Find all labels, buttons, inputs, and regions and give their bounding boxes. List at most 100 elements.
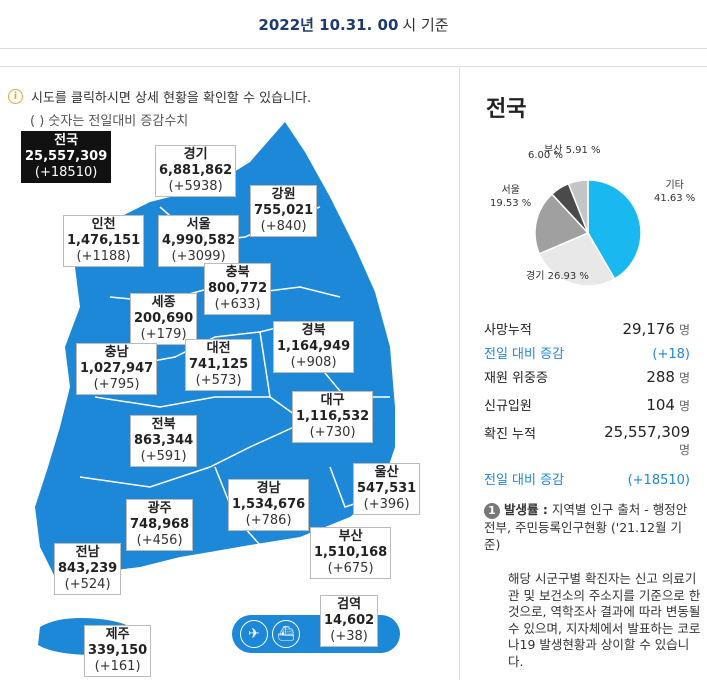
region-value: 4,990,582 (162, 233, 236, 248)
region-name: 인천 (91, 217, 116, 232)
stat-confirmed: 확진 누적 25,557,309 명 (484, 423, 690, 457)
region-value: 339,150 (88, 643, 148, 658)
diff-note: ( ) 숫자는 전일대비 증감수치 (30, 114, 189, 129)
region-name: 전국 (54, 133, 79, 148)
region-diff: (+573) (195, 373, 242, 388)
pie-slice-other (567, 179, 589, 234)
region-name: 대구 (320, 393, 345, 408)
region-name: 대전 (206, 341, 231, 356)
region-diff: (+795) (93, 377, 140, 392)
region-value: 800,772 (208, 281, 268, 296)
footnote-number: 1 (484, 503, 500, 519)
region-name: 경남 (256, 481, 281, 496)
region-diff: (+396) (363, 497, 410, 512)
region-gyeongbuk[interactable]: 경북 1,164,949 (+908) (273, 321, 355, 373)
region-quarantine[interactable]: 검역 14,602 (+38) (320, 595, 379, 647)
region-ulsan[interactable]: 울산 547,531 (+396) (353, 463, 421, 515)
region-value: 6,881,862 (159, 163, 233, 178)
stat-admitted: 신규입원 104 명 (484, 396, 690, 414)
region-value: 1,534,676 (232, 497, 306, 512)
map-panel: i 시도를 클릭하시면 상세 현황을 확인할 수 있습니다. ( ) 숫자는 전일… (0, 66, 458, 680)
stat-deaths: 사망누적 29,176 명 (484, 320, 690, 338)
region-nation[interactable]: 전국 25,557,309 (+18510) (21, 131, 112, 183)
region-daejeon[interactable]: 대전 741,125 (+573) (185, 339, 253, 391)
panel-title: 전국 (486, 97, 527, 122)
footnote-text: 지역별 인구 출처 - 행정안전부, 주민등록인구현황 ('21.12월 기준) (484, 502, 688, 552)
region-name: 전북 (151, 417, 176, 432)
region-diff: (+161) (94, 659, 141, 674)
click-notice: i 시도를 클릭하시면 상세 현황을 확인할 수 있습니다. (8, 87, 311, 106)
pie-slice-gitan (587, 179, 642, 280)
region-diff: (+633) (214, 297, 261, 312)
pie-slice-seoul (534, 193, 590, 255)
region-chungbuk[interactable]: 충북 800,772 (+633) (204, 263, 272, 315)
region-value: 1,510,168 (314, 545, 388, 560)
pie-label-other: 6.00 % (528, 150, 563, 161)
region-gyeonggi[interactable]: 경기 6,881,862 (+5938) (155, 145, 237, 197)
region-jeju[interactable]: 제주 339,150 (+161) (84, 625, 152, 677)
pie-label-gyeonggi: 경기 26.93 % (526, 271, 589, 282)
pie-label-busan: 부산 5.91 % (544, 145, 601, 156)
region-value: 741,125 (189, 357, 249, 372)
airplane-icon: ✈ (240, 620, 268, 648)
date-suffix: 시 기준 (402, 15, 449, 34)
region-name: 광주 (147, 501, 172, 516)
region-incheon[interactable]: 인천 1,476,151 (+1188) (63, 215, 145, 267)
date-header: 2022년 10.31. 00 시 기준 (0, 0, 707, 49)
ship-icon: ⛴ (272, 620, 300, 648)
region-name: 부산 (338, 529, 363, 544)
region-value: 14,602 (324, 613, 375, 628)
region-name: 전남 (75, 545, 100, 560)
region-jeonnam[interactable]: 전남 843,239 (+524) (54, 543, 122, 595)
region-diff: (+38) (330, 629, 368, 644)
region-name: 경기 (183, 147, 208, 162)
region-diff: (+524) (64, 577, 111, 592)
stat-confirmed-diff: 전일 대비 증감 (+18510) (484, 473, 690, 488)
region-gangwon[interactable]: 강원 755,021 (+840) (250, 185, 318, 237)
stat-deaths-diff: 전일 대비 증감 (+18) (484, 347, 690, 362)
region-name: 제주 (105, 627, 130, 642)
region-value: 25,557,309 (25, 149, 108, 164)
summary-panel: 전국 기타 41.63 % 경기 26.93 % 서울 19.53 % 부산 5.9… (459, 66, 707, 680)
region-gyeongnam[interactable]: 경남 1,534,676 (+786) (228, 479, 310, 531)
region-value: 1,116,532 (296, 409, 370, 424)
stat-critical: 재원 위중증 288 명 (484, 368, 690, 386)
region-value: 1,476,151 (67, 233, 141, 248)
region-name: 강원 (271, 187, 296, 202)
region-name: 서울 (186, 217, 211, 232)
region-diff: (+591) (140, 449, 187, 464)
region-jeonbuk[interactable]: 전북 863,344 (+591) (130, 415, 198, 467)
region-diff: (+456) (136, 533, 183, 548)
region-value: 1,027,947 (80, 361, 154, 376)
region-value: 863,344 (134, 433, 194, 448)
region-chungnam[interactable]: 충남 1,027,947 (+795) (76, 343, 158, 395)
region-diff: (+179) (140, 327, 187, 342)
region-diff: (+1188) (76, 249, 131, 264)
region-daegu[interactable]: 대구 1,116,532 (+730) (292, 391, 374, 443)
region-value: 1,164,949 (277, 339, 351, 354)
region-name: 울산 (374, 465, 399, 480)
region-diff: (+3099) (171, 249, 226, 264)
region-gwangju[interactable]: 광주 748,968 (+456) (126, 499, 194, 551)
share-pie-chart (534, 179, 642, 287)
region-diff: (+840) (260, 219, 307, 234)
region-name: 충북 (225, 265, 250, 280)
region-seoul[interactable]: 서울 4,990,582 (+3099) (158, 215, 240, 267)
region-diff: (+5938) (168, 179, 223, 194)
region-value: 547,531 (357, 481, 417, 496)
region-name: 경북 (301, 323, 326, 338)
date-value: 2022년 10.31. 00 (258, 15, 399, 34)
region-diff: (+675) (327, 561, 374, 576)
region-value: 200,690 (134, 311, 194, 326)
region-value: 748,968 (130, 517, 190, 532)
region-value: 755,021 (254, 203, 314, 218)
region-busan[interactable]: 부산 1,510,168 (+675) (310, 527, 392, 579)
description: 해당 시군구별 확진자는 신고 의료기관 및 보건소의 주소지를 기준으로 한 … (508, 571, 701, 669)
region-value: 843,239 (58, 561, 118, 576)
region-sejong[interactable]: 세종 200,690 (+179) (130, 293, 198, 345)
region-name: 세종 (151, 295, 176, 310)
region-diff: (+908) (290, 355, 337, 370)
footnote-title: 발생률 : (504, 502, 548, 517)
footnote: 1 발생률 : 지역별 인구 출처 - 행정안전부, 주민등록인구현황 ('21.… (484, 501, 698, 553)
region-diff: (+18510) (34, 165, 98, 180)
